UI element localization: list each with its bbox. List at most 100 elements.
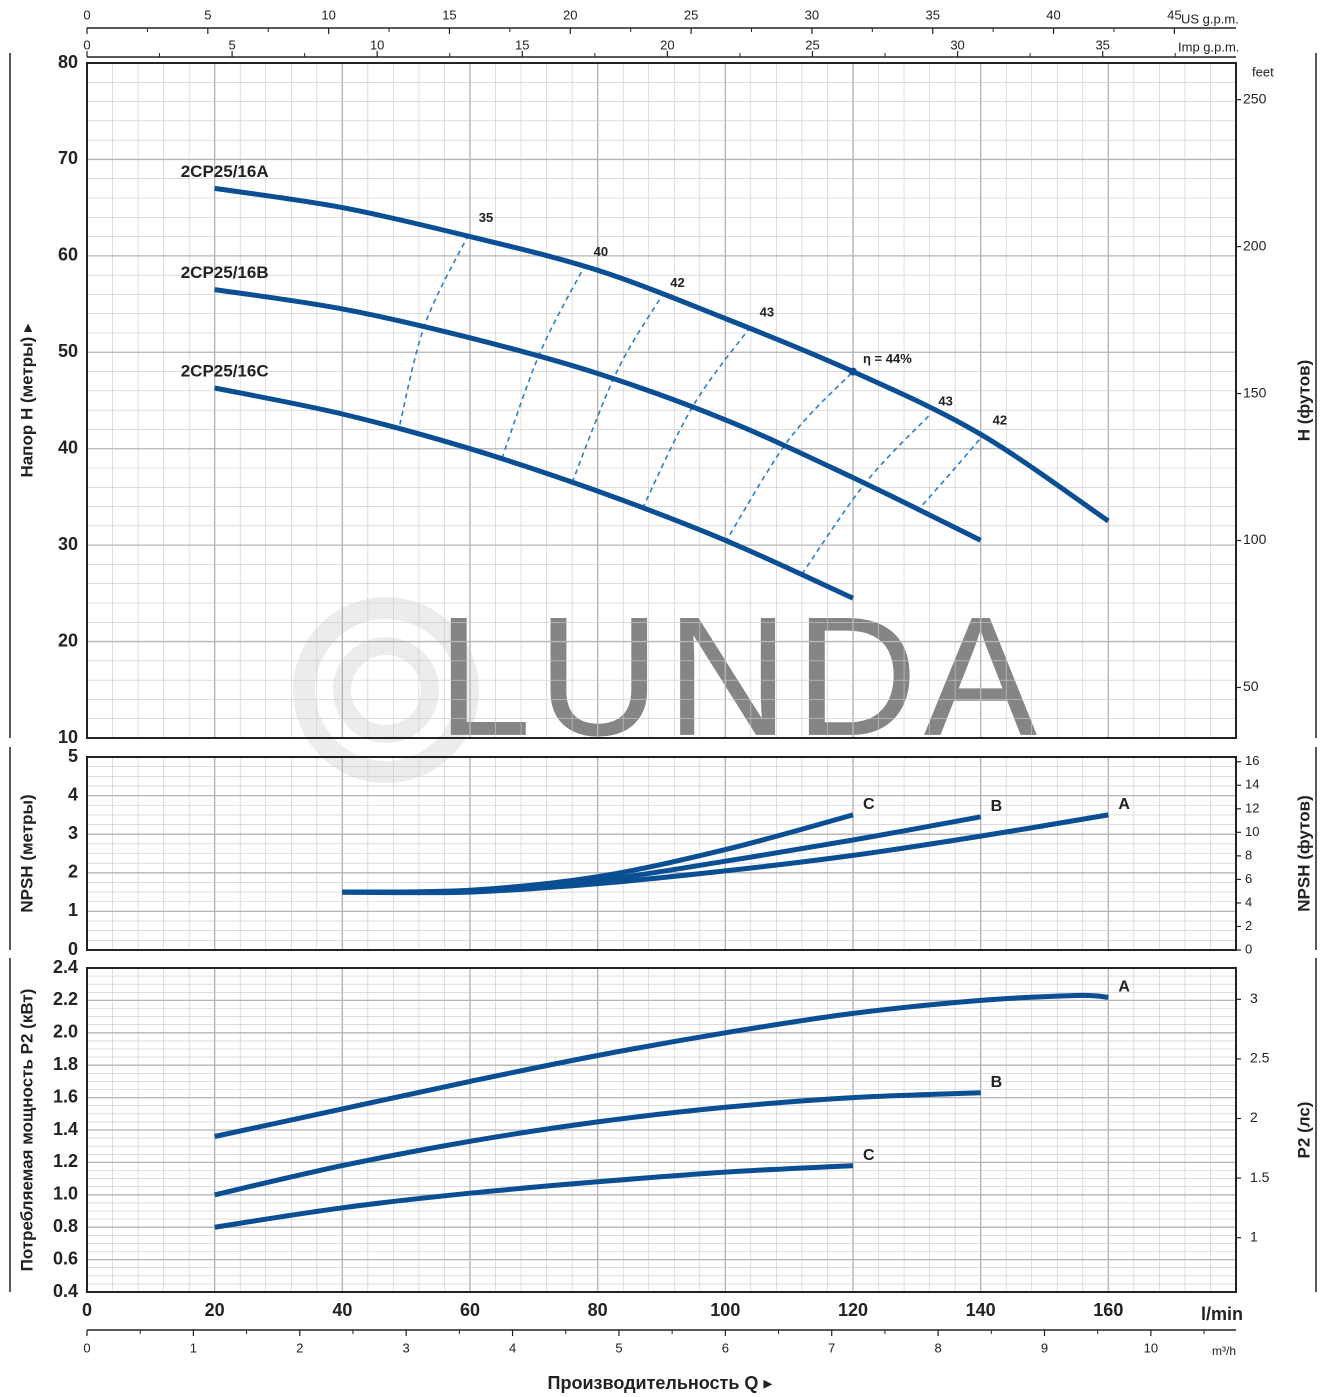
efficiency-line — [641, 325, 752, 509]
npsh-feet-tick-label: 14 — [1245, 777, 1259, 792]
us-gpm-label: US g.p.m. — [1181, 11, 1239, 26]
m3h-tick-label: 1 — [190, 1340, 197, 1355]
lmin-tick-label: 60 — [460, 1300, 480, 1320]
efficiency-label: 43 — [938, 393, 952, 408]
npsh-feet-tick-label: 6 — [1245, 871, 1252, 886]
npsh-feet-tick-label: 8 — [1245, 847, 1252, 862]
npsh-feet-tick-label: 0 — [1245, 941, 1252, 956]
series-label: 2CP25/16A — [181, 162, 269, 181]
y-tick-label: 1.6 — [53, 1086, 78, 1106]
y-tick-label: 0.6 — [53, 1248, 78, 1268]
npsh-feet-tick-label: 10 — [1245, 824, 1259, 839]
imp-gpm-label: Imp g.p.m. — [1178, 39, 1239, 54]
us-gpm-tick-label: 0 — [83, 7, 90, 22]
y-axis-title-npsh: NPSH (метры) — [17, 794, 36, 912]
imp-gpm-tick-label: 10 — [370, 37, 384, 52]
y-tick-label: 1.2 — [53, 1151, 78, 1171]
efficiency-line — [724, 371, 854, 543]
efficiency-label: 40 — [594, 244, 608, 259]
watermark-ring-outer — [293, 597, 479, 783]
series-label: B — [991, 798, 1003, 815]
hp-tick-label: 1.5 — [1250, 1169, 1270, 1185]
lmin-tick-label: 0 — [82, 1300, 92, 1320]
series-label: B — [991, 1074, 1003, 1091]
lmin-tick-label: 40 — [332, 1300, 352, 1320]
hp-tick-label: 2.5 — [1250, 1050, 1270, 1066]
m3h-tick-label: 10 — [1144, 1340, 1158, 1355]
us-gpm-tick-label: 5 — [204, 7, 211, 22]
m3h-label: m³/h — [1212, 1344, 1236, 1358]
watermark-text: LUNDA — [437, 582, 1043, 772]
us-gpm-tick-label: 40 — [1046, 7, 1060, 22]
y-tick-label: 10 — [58, 727, 78, 747]
us-gpm-tick-label: 45 — [1167, 7, 1181, 22]
y-tick-label: 0 — [68, 939, 78, 959]
efficiency-label: 42 — [993, 413, 1007, 428]
m3h-tick-label: 2 — [296, 1340, 303, 1355]
watermark: LUNDA — [293, 582, 1043, 783]
efficiency-label: 43 — [760, 305, 774, 320]
y-tick-label: 0.4 — [53, 1281, 78, 1301]
y-axis-title-right-npsh: NPSH (футов) — [1294, 795, 1313, 912]
performance-curves — [214, 185, 1110, 1230]
efficiency-label: η = 44% — [863, 351, 912, 366]
feet-unit-label: feet — [1252, 64, 1274, 79]
lmin-tick-label: 80 — [588, 1300, 608, 1320]
best-efficiency-point — [849, 367, 857, 376]
feet-tick-label: 250 — [1243, 90, 1267, 106]
efficiency-line — [501, 265, 586, 459]
m3h-tick-label: 8 — [934, 1340, 941, 1355]
y-axis-title-right-power: P2 (лс) — [1294, 1102, 1313, 1159]
y-tick-label: 40 — [58, 437, 78, 457]
imp-gpm-tick-label: 15 — [515, 37, 529, 52]
series-label: A — [1118, 978, 1130, 995]
lmin-label: l/min — [1201, 1304, 1243, 1324]
us-gpm-tick-label: 10 — [321, 7, 335, 22]
y-tick-label: 1 — [68, 900, 78, 920]
efficiency-line — [399, 231, 471, 425]
feet-tick-label: 100 — [1243, 531, 1267, 547]
curve-npsh-b — [342, 814, 982, 895]
series-label: C — [863, 796, 875, 813]
curve-head-2cp25-16b — [214, 287, 982, 543]
imp-gpm-tick-label: 5 — [228, 37, 235, 52]
imp-gpm-tick-label: 35 — [1095, 37, 1109, 52]
series-label: A — [1118, 796, 1130, 813]
us-gpm-tick-label: 30 — [805, 7, 819, 22]
y-tick-label: 1.0 — [53, 1184, 78, 1204]
feet-tick-label: 200 — [1243, 237, 1267, 253]
x-axis-title: Производительность Q ▸ — [548, 1373, 773, 1393]
imp-gpm-tick-label: 25 — [805, 37, 819, 52]
y-tick-label: 2.2 — [53, 989, 78, 1009]
y-tick-label: 1.4 — [53, 1119, 78, 1139]
imp-gpm-tick-label: 30 — [950, 37, 964, 52]
watermark-logo: LUNDA — [293, 582, 1043, 783]
imp-gpm-tick-label: 0 — [83, 37, 90, 52]
y-tick-label: 50 — [58, 341, 78, 361]
lmin-tick-label: 120 — [838, 1300, 868, 1320]
us-gpm-tick-label: 35 — [925, 7, 939, 22]
y-tick-label: 20 — [58, 630, 78, 650]
series-label: 2CP25/16C — [181, 361, 269, 380]
plot-frame-npsh — [86, 756, 1237, 951]
curve-head-2cp25-16a — [214, 185, 1110, 524]
y-tick-label: 70 — [58, 148, 78, 168]
efficiency-label: 42 — [670, 275, 684, 290]
imp-gpm-tick-label: 20 — [660, 37, 674, 52]
y-tick-label: 2.4 — [53, 957, 78, 977]
m3h-tick-label: 5 — [615, 1340, 622, 1355]
y-tick-label: 4 — [68, 784, 78, 804]
series-label: 2CP25/16B — [181, 263, 269, 282]
m3h-tick-label: 6 — [722, 1340, 729, 1355]
us-gpm-tick-label: 20 — [563, 7, 577, 22]
y-tick-label: 5 — [68, 746, 78, 766]
npsh-feet-tick-label: 2 — [1245, 918, 1252, 933]
m3h-tick-label: 3 — [403, 1340, 410, 1355]
lmin-tick-label: 20 — [205, 1300, 225, 1320]
npsh-feet-tick-label: 4 — [1245, 894, 1252, 909]
m3h-tick-label: 9 — [1041, 1340, 1048, 1355]
hp-tick-label: 2 — [1250, 1109, 1258, 1125]
m3h-tick-label: 7 — [828, 1340, 835, 1355]
series-label: C — [863, 1147, 875, 1164]
us-gpm-tick-label: 25 — [684, 7, 698, 22]
